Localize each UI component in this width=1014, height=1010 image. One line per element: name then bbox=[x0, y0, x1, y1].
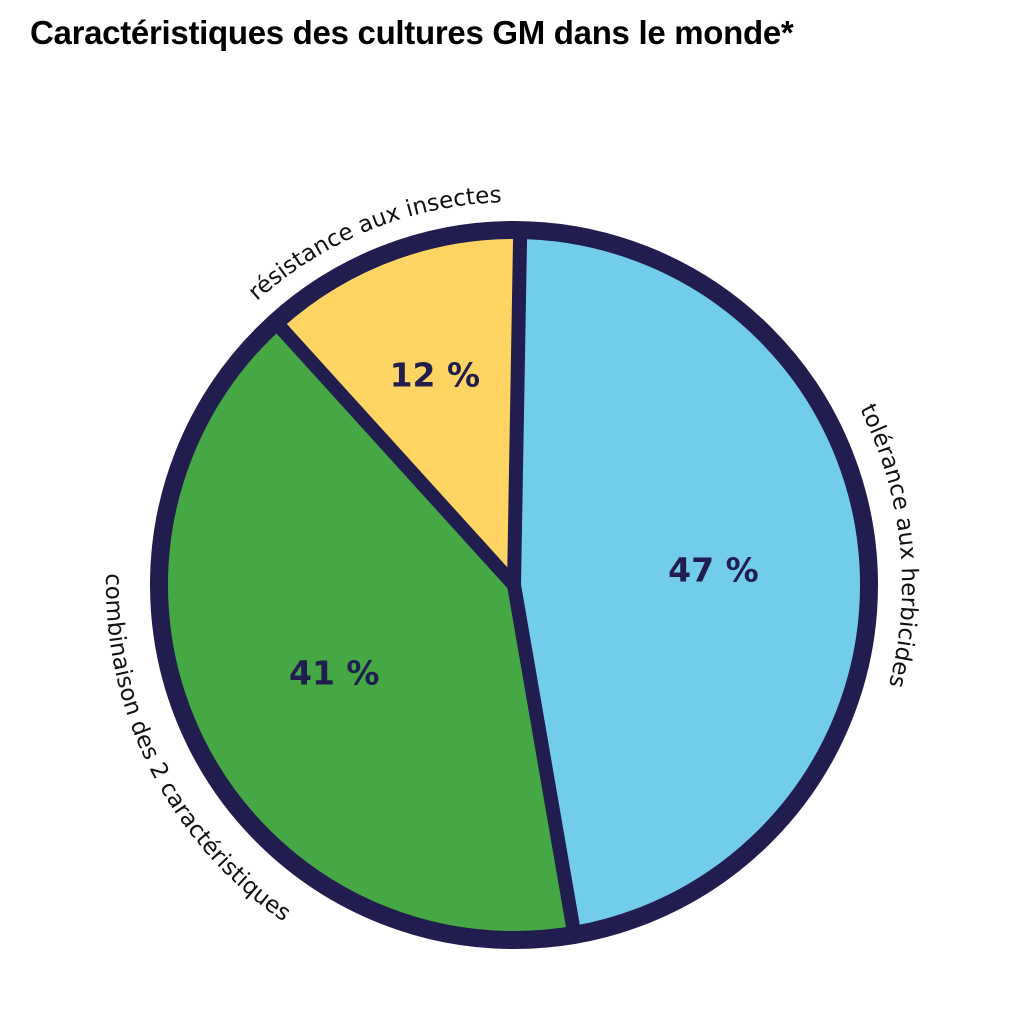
slice-divider bbox=[268, 315, 521, 592]
slice-value-label: 12 % bbox=[390, 355, 480, 394]
pie-slice bbox=[275, 229, 521, 585]
pie-outline bbox=[150, 221, 878, 949]
pie-slice bbox=[159, 322, 575, 940]
chart-title: Caractéristiques des cultures GM dans le… bbox=[30, 14, 794, 51]
slice-value-label: 47 % bbox=[668, 551, 758, 590]
slice-divider bbox=[507, 223, 528, 592]
slice-value-label: 41 % bbox=[289, 654, 379, 693]
slice-divider bbox=[507, 578, 582, 942]
pie-slice bbox=[514, 230, 870, 935]
